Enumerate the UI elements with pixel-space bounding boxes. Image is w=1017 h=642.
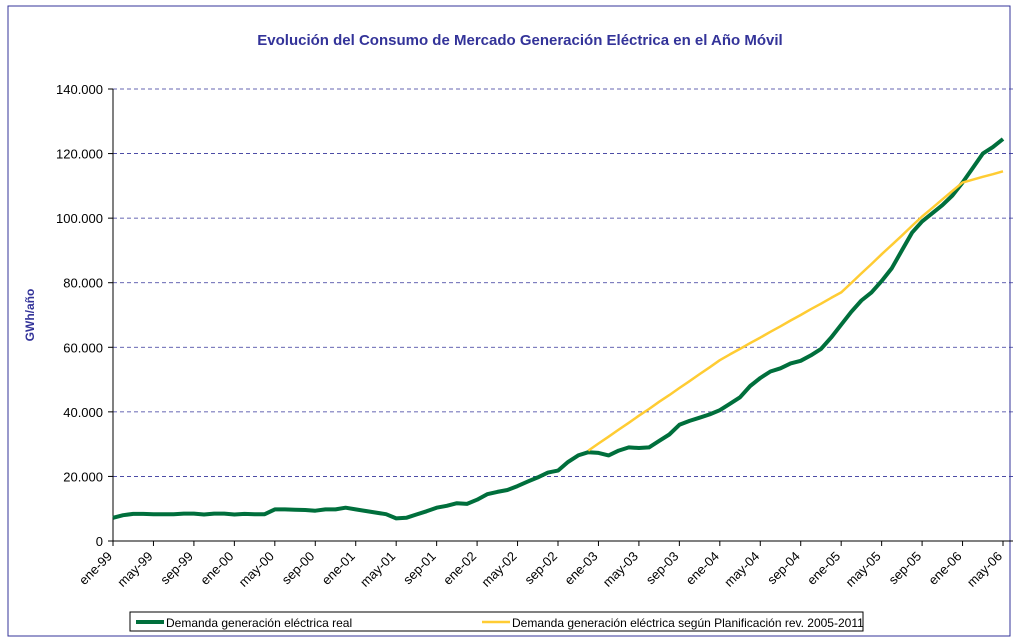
chart-title: Evolución del Consumo de Mercado Generac…: [257, 32, 782, 49]
y-tick-label: 100.000: [56, 211, 103, 226]
y-tick-label: 60.000: [63, 340, 103, 355]
legend-label: Demanda generación eléctrica según Plani…: [512, 616, 864, 630]
y-tick-label: 80.000: [63, 276, 103, 291]
y-tick-label: 20.000: [63, 469, 103, 484]
legend-label: Demanda generación eléctrica real: [166, 616, 352, 630]
series-line: [587, 170, 1004, 452]
y-tick-label: 40.000: [63, 405, 103, 420]
y-tick-label: 120.000: [56, 147, 103, 162]
y-tick-label: 140.000: [56, 82, 103, 97]
y-axis-label: GWh/año: [23, 289, 37, 342]
y-tick-label: 0: [96, 534, 103, 549]
series-line: [112, 137, 1005, 521]
